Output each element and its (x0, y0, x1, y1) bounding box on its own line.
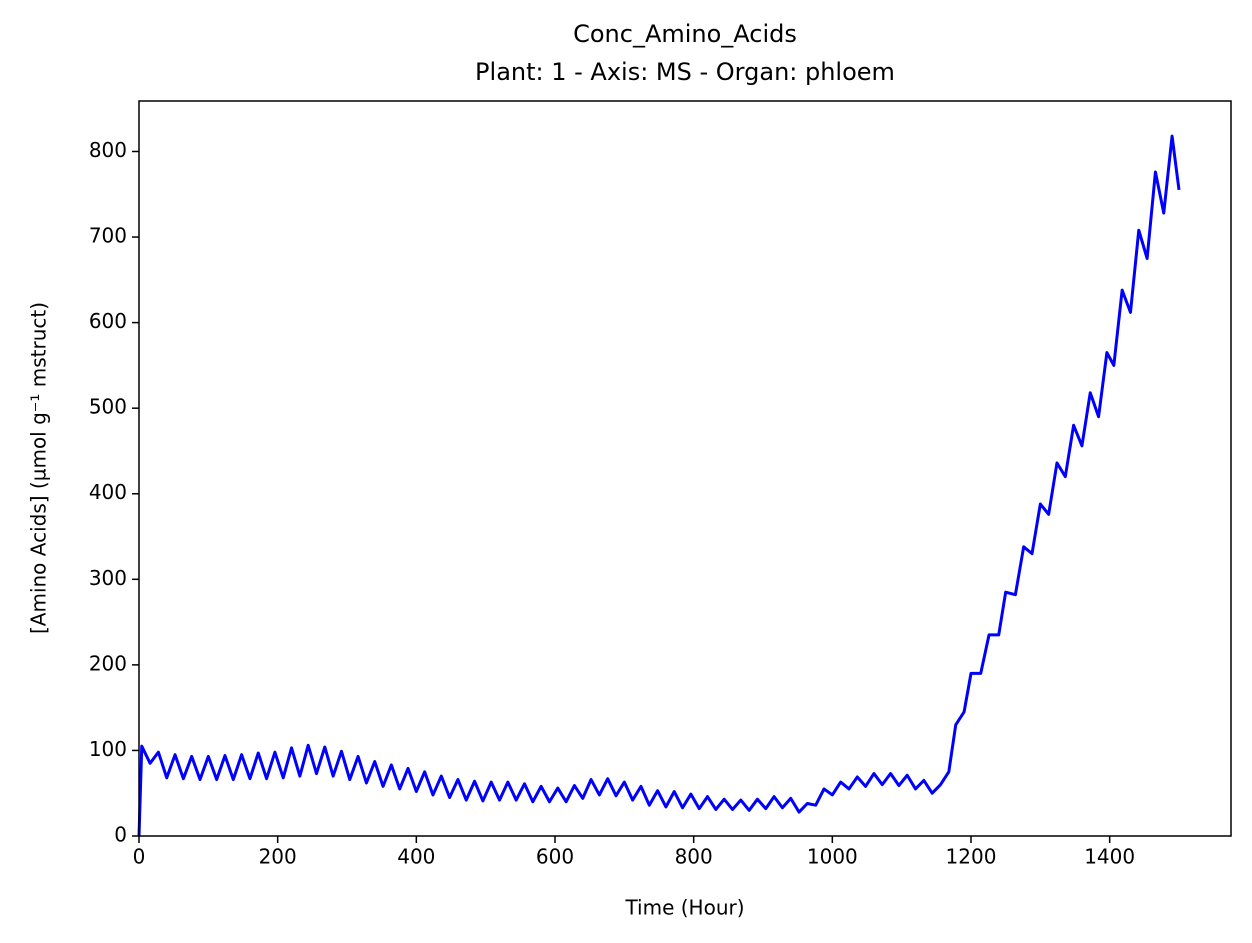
x-tick-label: 1000 (807, 845, 858, 869)
plot-frame (138, 100, 1232, 837)
x-tick-label: 400 (397, 845, 435, 869)
y-tick-label: 200 (89, 651, 127, 675)
x-tick-label: 600 (536, 845, 574, 869)
x-tick-label: 200 (259, 845, 297, 869)
y-tick-label: 400 (89, 480, 127, 504)
chart-subtitle: Plant: 1 - Axis: MS - Organ: phloem (475, 58, 895, 86)
y-tick-label: 300 (89, 566, 127, 590)
y-tick-label: 600 (89, 309, 127, 333)
x-tick-label: 1400 (1084, 845, 1135, 869)
y-tick-label: 700 (89, 224, 127, 248)
x-tick-label: 1200 (946, 845, 997, 869)
data-line (137, 134, 1181, 837)
y-tick-label: 500 (89, 395, 127, 419)
x-axis-label: Time (Hour) (624, 896, 744, 920)
x-tick-label: 800 (675, 845, 713, 869)
y-tick-label: 100 (89, 737, 127, 761)
x-tick-label: 0 (133, 845, 146, 869)
y-tick-label: 0 (114, 823, 127, 847)
y-axis-label: [Amino Acids] (µmol g⁻¹ mstruct) (27, 302, 51, 634)
y-tick-label: 800 (89, 138, 127, 162)
chart-title: Conc_Amino_Acids (573, 20, 797, 48)
